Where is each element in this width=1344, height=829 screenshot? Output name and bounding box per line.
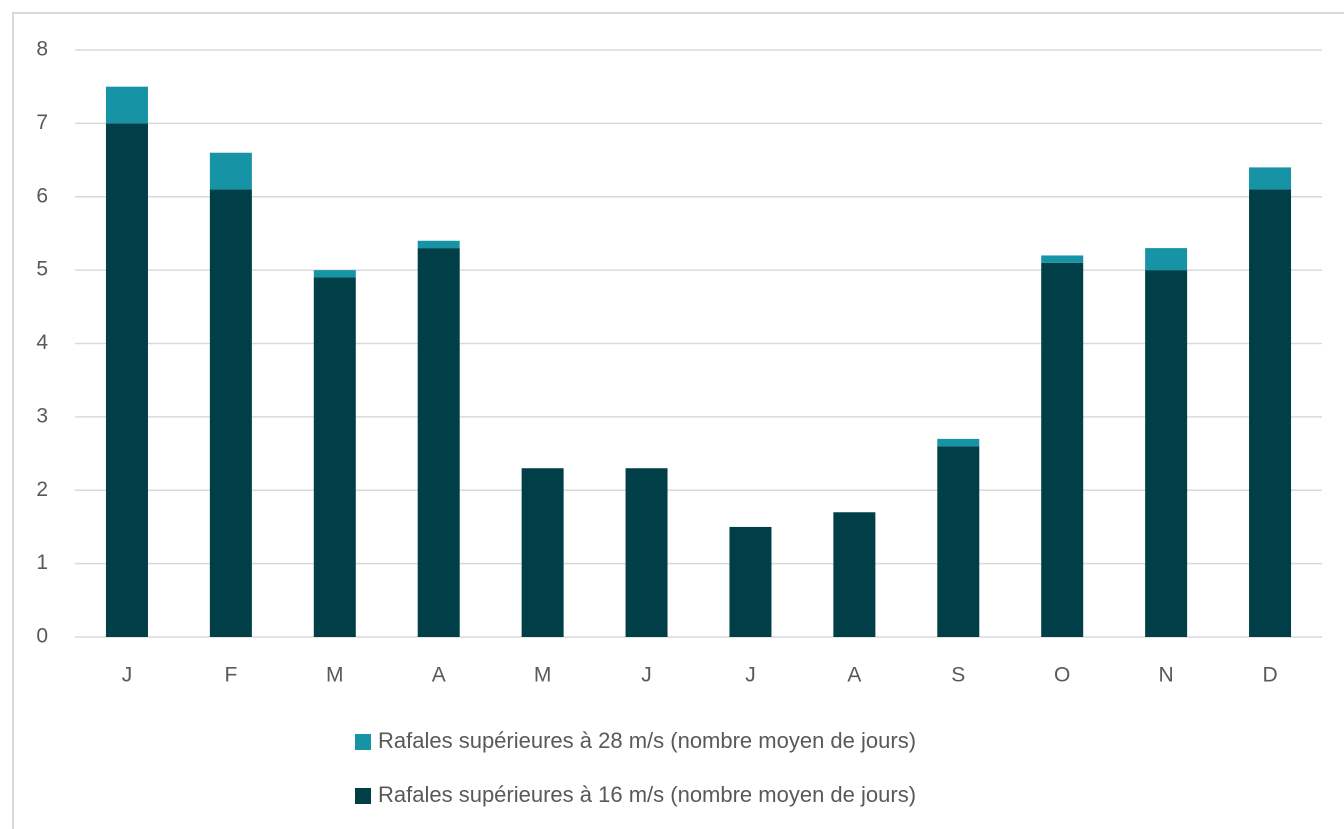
y-tick-label: 4 (36, 331, 48, 354)
y-tick-label: 3 (36, 404, 48, 427)
bar-segment (209, 189, 252, 637)
bar-segment (313, 277, 356, 637)
y-tick-label: 8 (36, 38, 48, 61)
x-tick-label: D (1262, 664, 1277, 687)
y-tick-label: 1 (36, 551, 48, 574)
legend-swatch (355, 788, 371, 804)
bar-segment (937, 438, 980, 447)
bar-segment (1249, 167, 1292, 190)
bar-segment (1041, 255, 1084, 263)
bar-segment (521, 468, 564, 637)
legend-swatch (355, 734, 371, 750)
x-tick-label: M (326, 664, 344, 687)
bar-segment (1249, 189, 1292, 637)
y-tick-label: 2 (36, 478, 48, 501)
legend-label: Rafales supérieures à 16 m/s (nombre moy… (378, 782, 916, 807)
bar-segment (1145, 270, 1188, 637)
bar-segment (1145, 248, 1188, 271)
bar-segment (417, 248, 460, 638)
y-tick-label: 0 (36, 625, 48, 648)
chart-frame (12, 12, 1344, 829)
x-tick-label: A (432, 664, 446, 687)
bar-segment (625, 468, 668, 637)
legend-label: Rafales supérieures à 28 m/s (nombre moy… (378, 728, 916, 753)
x-tick-label: S (951, 664, 965, 687)
bar-segment (105, 123, 148, 637)
y-tick-label: 7 (36, 111, 48, 134)
bar-segment (209, 152, 252, 190)
x-tick-label: J (641, 664, 652, 687)
bar-segment (1041, 262, 1084, 637)
x-tick-label: N (1159, 664, 1174, 687)
y-tick-label: 6 (36, 184, 48, 207)
bar-segment (833, 512, 876, 637)
bar-segment (105, 86, 148, 124)
x-tick-label: J (745, 664, 756, 687)
bar-segment (937, 446, 980, 637)
bar-segment (313, 270, 356, 278)
y-tick-label: 5 (36, 258, 48, 281)
x-tick-label: M (534, 664, 552, 687)
bar-segment (417, 240, 460, 249)
bar-segment (729, 526, 772, 637)
x-tick-label: A (847, 664, 861, 687)
x-tick-label: F (224, 664, 237, 687)
x-tick-label: O (1054, 664, 1070, 687)
x-tick-label: J (122, 664, 133, 687)
